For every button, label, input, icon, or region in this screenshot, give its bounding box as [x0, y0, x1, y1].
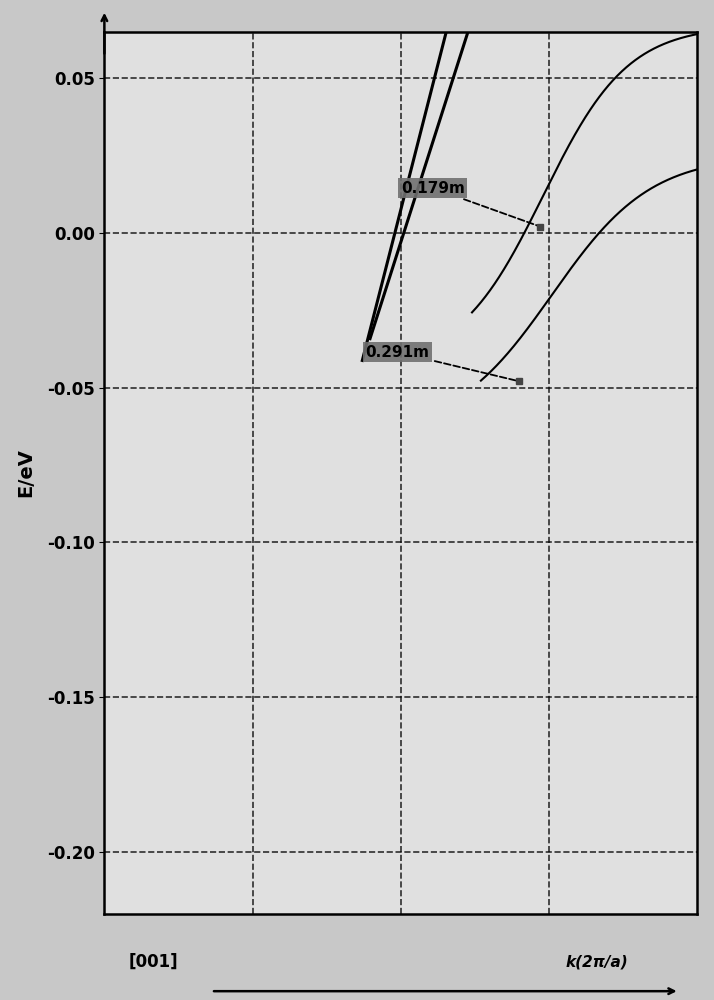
Text: 0.291m: 0.291m [366, 345, 517, 381]
Y-axis label: E/eV: E/eV [16, 448, 36, 497]
Text: k(2π/a): k(2π/a) [565, 954, 628, 970]
Text: 0.179m: 0.179m [401, 181, 538, 226]
Text: [001]: [001] [129, 953, 178, 971]
